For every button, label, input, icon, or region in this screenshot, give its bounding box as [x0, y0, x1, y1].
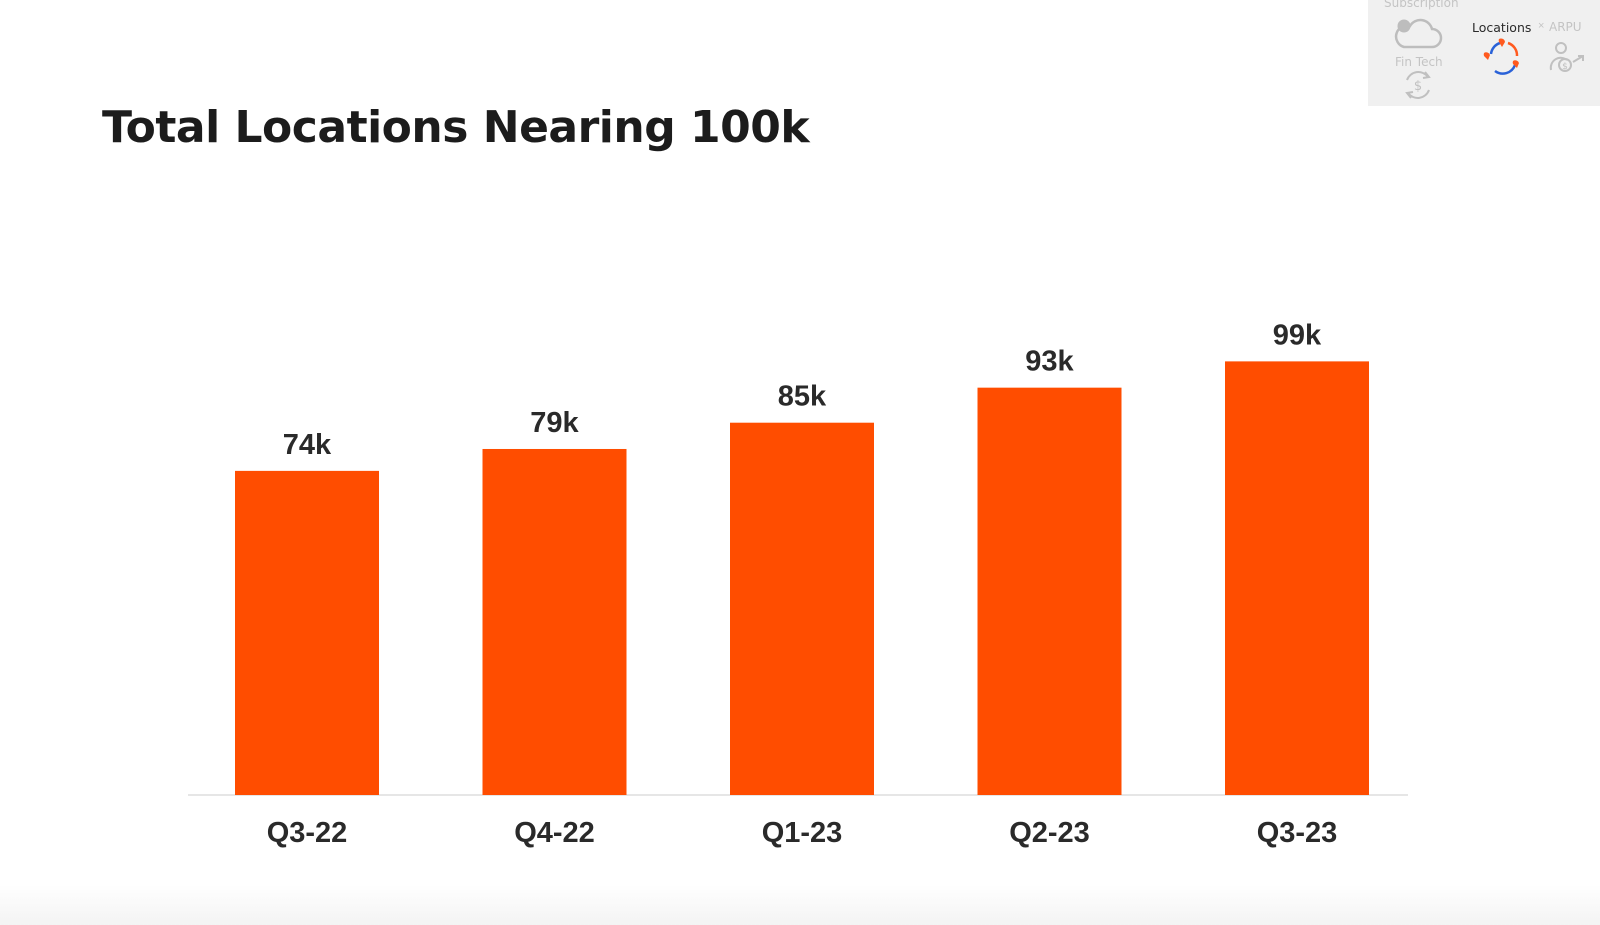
- x-tick-label: Q3-23: [1257, 817, 1338, 849]
- data-label: 74k: [283, 429, 332, 461]
- x-tick-label: Q4-22: [514, 817, 595, 849]
- page-title: Total Locations Nearing 100k: [102, 102, 810, 153]
- bottom-shadow: [0, 885, 1600, 925]
- bar-q2-23: [977, 387, 1122, 795]
- data-label: 93k: [1025, 346, 1074, 378]
- x-tick-label: Q1-23: [762, 817, 843, 849]
- nav-subscription-label[interactable]: Subscription: [1384, 0, 1459, 10]
- locations-cycle-icon[interactable]: [1483, 38, 1523, 83]
- nav-arpu-label[interactable]: ARPU: [1549, 20, 1582, 34]
- svg-text:$: $: [1562, 62, 1568, 72]
- bar-q3-23: [1225, 361, 1369, 795]
- bar-q4-22: [482, 448, 627, 795]
- user-dollar-icon[interactable]: $: [1547, 40, 1587, 81]
- section-nav: Subscription Fin Tech $ Locations × ARPU: [1368, 0, 1600, 106]
- dollar-cycle-icon[interactable]: $: [1401, 68, 1435, 107]
- nav-locations-label[interactable]: Locations: [1472, 20, 1532, 35]
- cloud-icon[interactable]: [1392, 14, 1444, 57]
- nav-fintech-label[interactable]: Fin Tech: [1395, 55, 1443, 69]
- x-tick-label: Q2-23: [1009, 817, 1090, 849]
- bar-q1-23: [730, 422, 874, 795]
- data-label: 99k: [1273, 319, 1322, 351]
- data-label: 85k: [778, 381, 827, 413]
- x-tick-label: Q3-22: [267, 817, 348, 849]
- svg-text:$: $: [1414, 79, 1422, 94]
- bar-q3-22: [235, 470, 379, 795]
- data-label: 79k: [530, 407, 579, 439]
- nav-separator: ×: [1538, 20, 1545, 32]
